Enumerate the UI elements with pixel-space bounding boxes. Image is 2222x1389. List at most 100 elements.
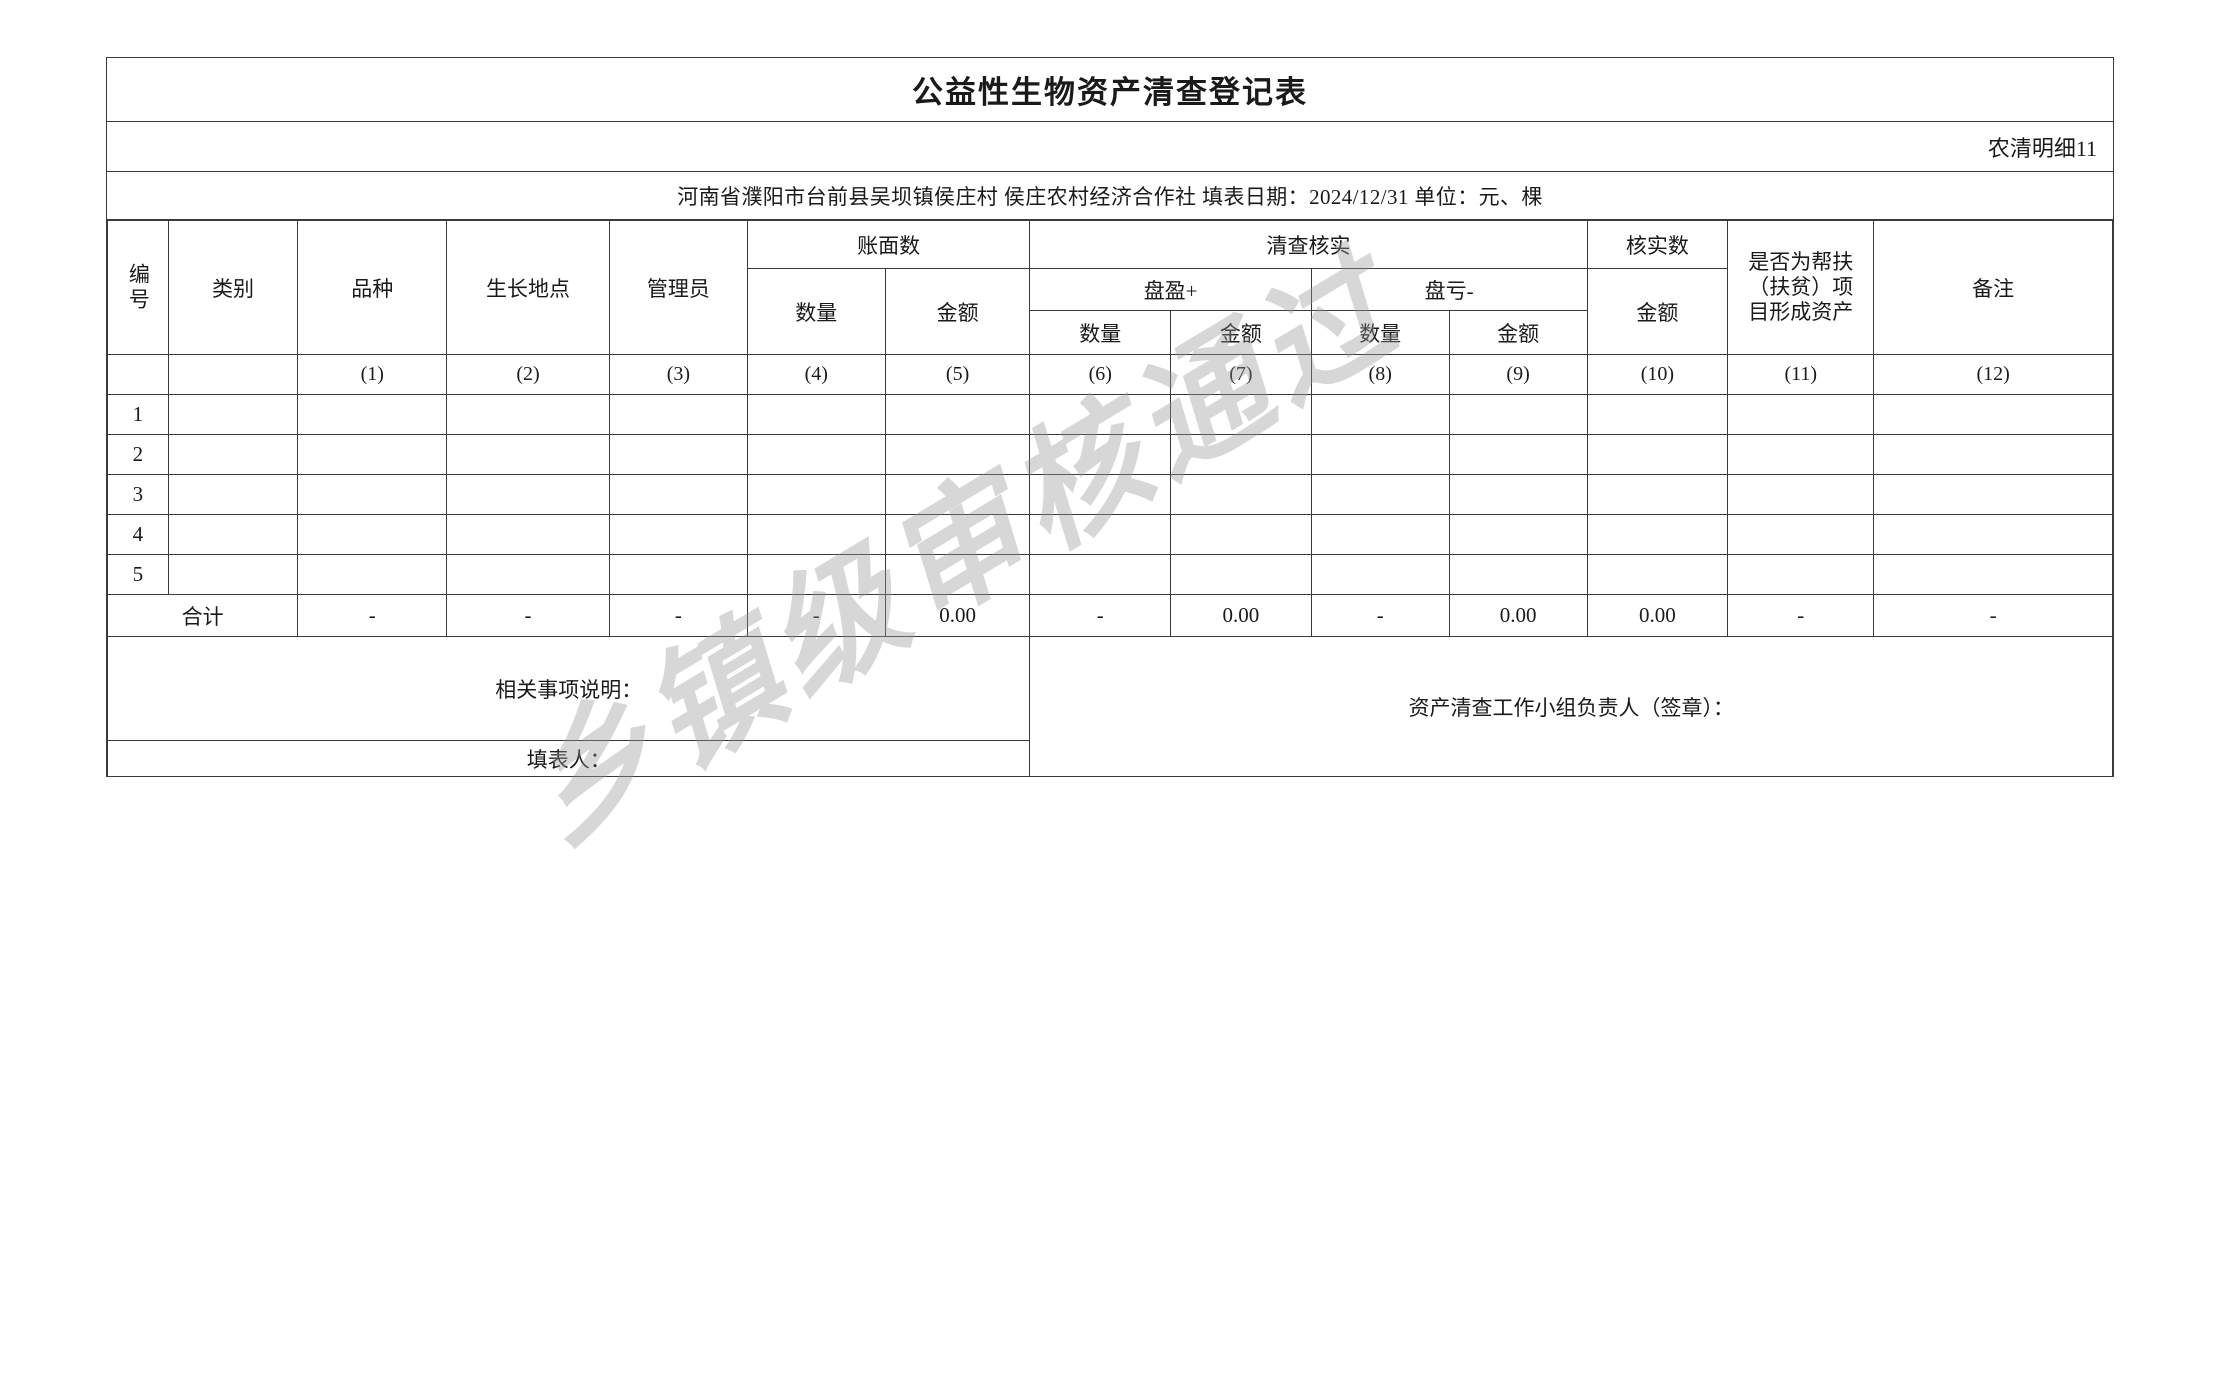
header-variety: 品种 xyxy=(297,220,448,355)
cell-location[interactable] xyxy=(446,474,610,515)
cell-variety[interactable] xyxy=(297,434,448,475)
cell-manager[interactable] xyxy=(608,514,748,555)
cell-book-amt[interactable] xyxy=(884,514,1031,555)
preparer-field[interactable]: 填表人： xyxy=(106,740,1031,777)
cell-surplus-amt[interactable] xyxy=(1170,514,1312,555)
colnum-remark: (12) xyxy=(1873,354,2113,395)
cell-category[interactable] xyxy=(167,474,299,515)
cell-surplus-amt[interactable] xyxy=(1170,554,1312,595)
cell-variety[interactable] xyxy=(297,394,448,435)
table-row[interactable]: 1 xyxy=(107,394,2113,435)
cell-loss-qty[interactable] xyxy=(1310,434,1450,475)
cell-surplus-amt[interactable] xyxy=(1170,434,1312,475)
cell-book-amt[interactable] xyxy=(884,554,1031,595)
cell-surplus-qty[interactable] xyxy=(1029,434,1172,475)
cell-location[interactable] xyxy=(446,434,610,475)
table-row[interactable]: 3 xyxy=(107,474,2113,515)
cell-category[interactable] xyxy=(167,394,299,435)
total-loss-qty: - xyxy=(1310,594,1450,637)
cell-book-amt[interactable] xyxy=(884,434,1031,475)
notes-field[interactable]: 相关事项说明： xyxy=(106,636,1031,741)
header-surplus-group: 盘盈+ xyxy=(1029,268,1312,311)
cell-location[interactable] xyxy=(446,554,610,595)
cell-book-qty[interactable] xyxy=(746,554,886,595)
cell-verified-amt[interactable] xyxy=(1586,514,1729,555)
colnum-poverty: (11) xyxy=(1727,354,1875,395)
colnum-book-qty: (4) xyxy=(746,354,886,395)
cell-book-qty[interactable] xyxy=(746,394,886,435)
cell-location[interactable] xyxy=(446,514,610,555)
table-row[interactable]: 5 xyxy=(107,554,2113,595)
cell-remark[interactable] xyxy=(1873,434,2113,475)
row-seq: 1 xyxy=(107,394,169,435)
cell-variety[interactable] xyxy=(297,474,448,515)
header-loss-amt: 金额 xyxy=(1448,310,1588,355)
header-book-group: 账面数 xyxy=(746,220,1031,269)
header-location: 生长地点 xyxy=(446,220,610,355)
cell-book-amt[interactable] xyxy=(884,474,1031,515)
cell-remark[interactable] xyxy=(1873,394,2113,435)
cell-manager[interactable] xyxy=(608,394,748,435)
header-poverty-line3: 目形成资产 xyxy=(1748,299,1854,324)
total-surplus-amt: 0.00 xyxy=(1170,594,1312,637)
row-seq: 5 xyxy=(107,554,169,595)
cell-verified-amt[interactable] xyxy=(1586,434,1729,475)
header-poverty-line1: 是否为帮扶 xyxy=(1748,250,1854,275)
cell-book-qty[interactable] xyxy=(746,434,886,475)
cell-loss-amt[interactable] xyxy=(1448,434,1588,475)
cell-poverty[interactable] xyxy=(1727,554,1875,595)
header-row-1: 编号 类别 品种 生长地点 管理员 账面数 清查核实 核实数 是否为帮扶 （扶贫… xyxy=(107,220,2113,355)
cell-loss-qty[interactable] xyxy=(1310,554,1450,595)
cell-poverty[interactable] xyxy=(1727,514,1875,555)
cell-category[interactable] xyxy=(167,514,299,555)
cell-verified-amt[interactable] xyxy=(1586,554,1729,595)
cell-book-amt[interactable] xyxy=(884,394,1031,435)
cell-loss-amt[interactable] xyxy=(1448,554,1588,595)
cell-manager[interactable] xyxy=(608,474,748,515)
colnum-surplus-qty: (6) xyxy=(1029,354,1172,395)
total-remark: - xyxy=(1873,594,2113,637)
table-row[interactable]: 4 xyxy=(107,514,2113,555)
total-location: - xyxy=(446,594,610,637)
cell-poverty[interactable] xyxy=(1727,474,1875,515)
meta-line: 河南省濮阳市台前县吴坝镇侯庄村 侯庄农村经济合作社 填表日期：2024/12/3… xyxy=(677,184,1543,209)
cell-surplus-qty[interactable] xyxy=(1029,554,1172,595)
cell-poverty[interactable] xyxy=(1727,394,1875,435)
cell-loss-amt[interactable] xyxy=(1448,514,1588,555)
cell-book-qty[interactable] xyxy=(746,514,886,555)
title-band: 公益性生物资产清查登记表 xyxy=(107,58,2113,122)
cell-loss-qty[interactable] xyxy=(1310,514,1450,555)
cell-loss-amt[interactable] xyxy=(1448,474,1588,515)
table-row[interactable]: 2 xyxy=(107,434,2113,475)
row-seq: 4 xyxy=(107,514,169,555)
cell-remark[interactable] xyxy=(1873,514,2113,555)
cell-loss-amt[interactable] xyxy=(1448,394,1588,435)
cell-verified-amt[interactable] xyxy=(1586,394,1729,435)
cell-manager[interactable] xyxy=(608,554,748,595)
cell-book-qty[interactable] xyxy=(746,474,886,515)
colnum-surplus-amt: (7) xyxy=(1170,354,1312,395)
cell-variety[interactable] xyxy=(297,554,448,595)
cell-loss-qty[interactable] xyxy=(1310,394,1450,435)
cell-variety[interactable] xyxy=(297,514,448,555)
cell-surplus-amt[interactable] xyxy=(1170,394,1312,435)
cell-poverty[interactable] xyxy=(1727,434,1875,475)
cell-category[interactable] xyxy=(167,554,299,595)
cell-category[interactable] xyxy=(167,434,299,475)
cell-surplus-amt[interactable] xyxy=(1170,474,1312,515)
total-poverty: - xyxy=(1727,594,1875,637)
leader-signature-field[interactable]: 资产清查工作小组负责人（签章）： xyxy=(1029,636,2113,777)
form-code: 农清明细11 xyxy=(1987,135,2097,161)
header-surplus-qty: 数量 xyxy=(1029,310,1172,355)
cell-surplus-qty[interactable] xyxy=(1029,394,1172,435)
cell-remark[interactable] xyxy=(1873,474,2113,515)
total-verified-amt: 0.00 xyxy=(1586,594,1729,637)
cell-manager[interactable] xyxy=(608,434,748,475)
total-surplus-qty: - xyxy=(1029,594,1172,637)
cell-surplus-qty[interactable] xyxy=(1029,474,1172,515)
cell-location[interactable] xyxy=(446,394,610,435)
cell-remark[interactable] xyxy=(1873,554,2113,595)
cell-verified-amt[interactable] xyxy=(1586,474,1729,515)
cell-surplus-qty[interactable] xyxy=(1029,514,1172,555)
cell-loss-qty[interactable] xyxy=(1310,474,1450,515)
